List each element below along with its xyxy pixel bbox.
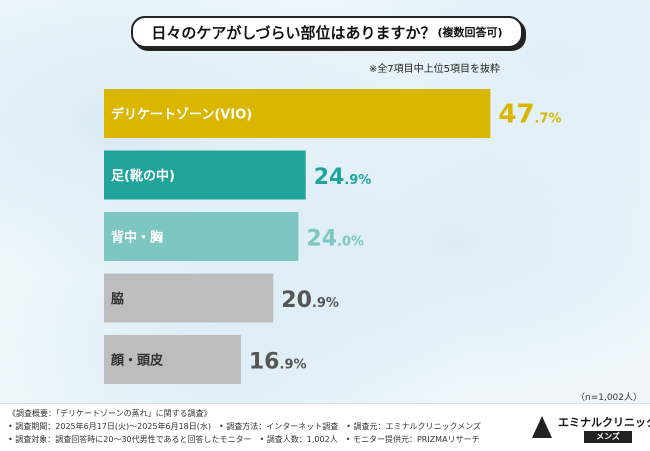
sample-size: （n=1,002人） (575, 393, 642, 403)
bar-chart: デリケートゾーン(VIO) 47.7% 足(靴の中) 24.9% 背中・胸 24.0% 脇 2… (104, 89, 562, 384)
bar-5 (104, 335, 241, 384)
bar-2 (104, 150, 306, 200)
bar-1 (104, 89, 491, 138)
logo-name: エミナルクリニック (558, 416, 650, 429)
value-label-5: 16.9% (249, 350, 307, 375)
chart-title-sub: (複数回答可) (437, 26, 503, 39)
category-label-3: 背中・胸 (111, 230, 163, 246)
value-label-3: 24.0% (306, 227, 364, 252)
category-label-5: 顔・頭皮 (110, 353, 163, 369)
value-label-2: 24.9% (314, 165, 372, 190)
bar-3 (104, 212, 299, 261)
category-label-4: 脇 (111, 291, 124, 307)
selection-note: ※全7項目中上位5項目を抜粋 (368, 64, 500, 75)
footer-line-3: • 調査対象：調査回答時に20〜30代男性であると回答したモニター • 調査人数… (8, 435, 480, 444)
survey-footer: 《調査概要：「デリケートゾーンの蒸れ」に関する調査》 • 調査期間：2025年6… (0, 403, 650, 451)
logo-sub: メンズ (584, 431, 632, 443)
clinic-logo: エミナルクリニック メンズ (532, 412, 650, 444)
value-label-1: 47.7% (498, 100, 561, 130)
bar-4 (104, 273, 274, 323)
chart-title-box: 日々のケアがしづらい部位はありますか？ (複数回答可) (131, 16, 523, 48)
footer-line-1: 《調査概要：「デリケートゾーンの蒸れ」に関する調査》 (8, 409, 212, 418)
footer-line-2: • 調査期間：2025年6月17日(火)〜2025年6月18日(水) • 調査方… (8, 422, 482, 431)
category-label-1: デリケートゾーン(VIO) (111, 107, 252, 123)
logo-mark-icon (532, 416, 552, 438)
chart-title: 日々のケアがしづらい部位はありますか？ (151, 23, 436, 42)
value-label-4: 20.9% (281, 288, 339, 313)
category-label-2: 足(靴の中) (111, 168, 175, 184)
